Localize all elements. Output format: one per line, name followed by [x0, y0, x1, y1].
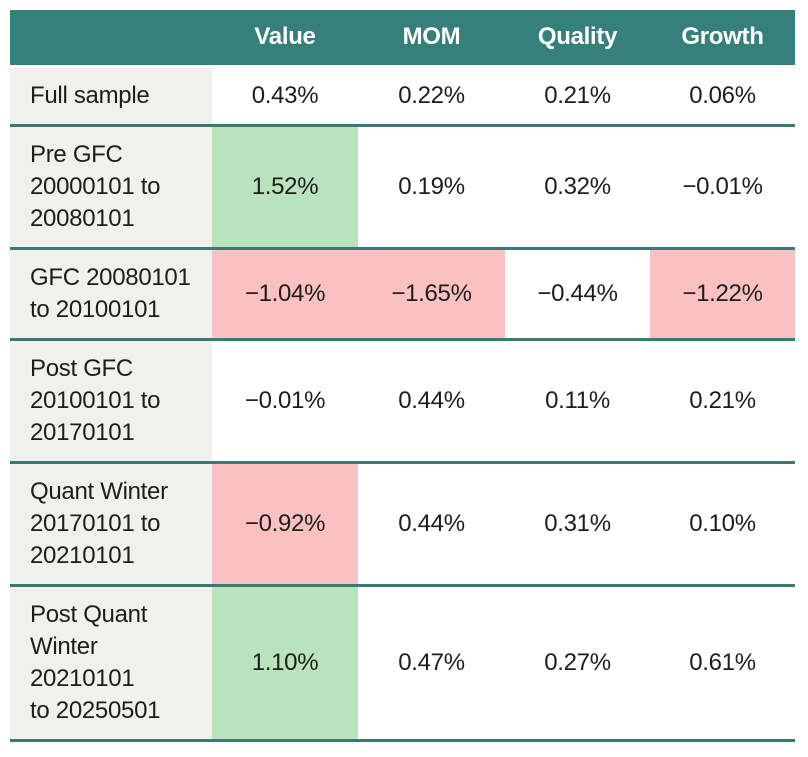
table-row-quant-winter: Quant Winter 20170101 to 20210101 −0.92%…: [10, 462, 795, 585]
header-growth: Growth: [650, 10, 795, 68]
row-label: Post GFC 20100101 to 20170101: [10, 339, 212, 462]
factor-returns-table: Value MOM Quality Growth Full sample 0.4…: [10, 10, 795, 742]
row-label: GFC 20080101 to 20100101: [10, 248, 212, 339]
data-cell: −1.04%: [212, 248, 358, 339]
header-mom: MOM: [358, 10, 505, 68]
data-cell: −0.01%: [682, 172, 763, 200]
data-cell: 0.19%: [398, 172, 465, 200]
data-cell: 0.32%: [544, 172, 611, 200]
data-cell: 0.22%: [398, 81, 465, 109]
header-row: Value MOM Quality Growth: [10, 10, 795, 68]
data-cell: 0.06%: [689, 81, 756, 109]
data-cell: −0.92%: [212, 462, 358, 585]
data-cell: 0.44%: [398, 386, 465, 414]
data-cell: 0.43%: [251, 81, 319, 109]
data-cell: 0.10%: [689, 509, 756, 537]
table-row-pre-gfc: Pre GFC 20000101 to 20080101 1.52% 0.19%…: [10, 125, 795, 248]
table-row-full-sample: Full sample 0.43% 0.22% 0.21% 0.06%: [10, 66, 795, 125]
header-value: Value: [212, 10, 358, 68]
data-cell: −0.01%: [244, 386, 326, 414]
data-cell: 0.61%: [689, 648, 756, 676]
row-label: Post Quant Winter 20210101 to 20250501: [10, 585, 212, 740]
header-corner-cell: [10, 10, 212, 68]
data-cell: −1.65%: [358, 248, 505, 339]
row-label: Full sample: [10, 66, 212, 125]
data-cell: 0.44%: [398, 509, 465, 537]
data-cell: −0.44%: [537, 279, 618, 307]
header-quality: Quality: [505, 10, 650, 68]
data-cell: 0.31%: [544, 509, 611, 537]
data-cell: 0.11%: [545, 386, 610, 414]
table-row-post-gfc: Post GFC 20100101 to 20170101 −0.01% 0.4…: [10, 339, 795, 462]
data-cell: 0.47%: [398, 648, 465, 676]
data-cell: 1.52%: [212, 125, 358, 248]
data-cell: 0.21%: [689, 386, 756, 414]
row-label: Pre GFC 20000101 to 20080101: [10, 125, 212, 248]
data-cell: −1.22%: [650, 248, 795, 339]
data-cell: 0.21%: [544, 81, 611, 109]
table-row-post-quant-winter: Post Quant Winter 20210101 to 20250501 1…: [10, 585, 795, 740]
table-row-gfc: GFC 20080101 to 20100101 −1.04% −1.65% −…: [10, 248, 795, 339]
data-cell: 1.10%: [212, 585, 358, 740]
data-cell: 0.27%: [544, 648, 611, 676]
row-label: Quant Winter 20170101 to 20210101: [10, 462, 212, 585]
